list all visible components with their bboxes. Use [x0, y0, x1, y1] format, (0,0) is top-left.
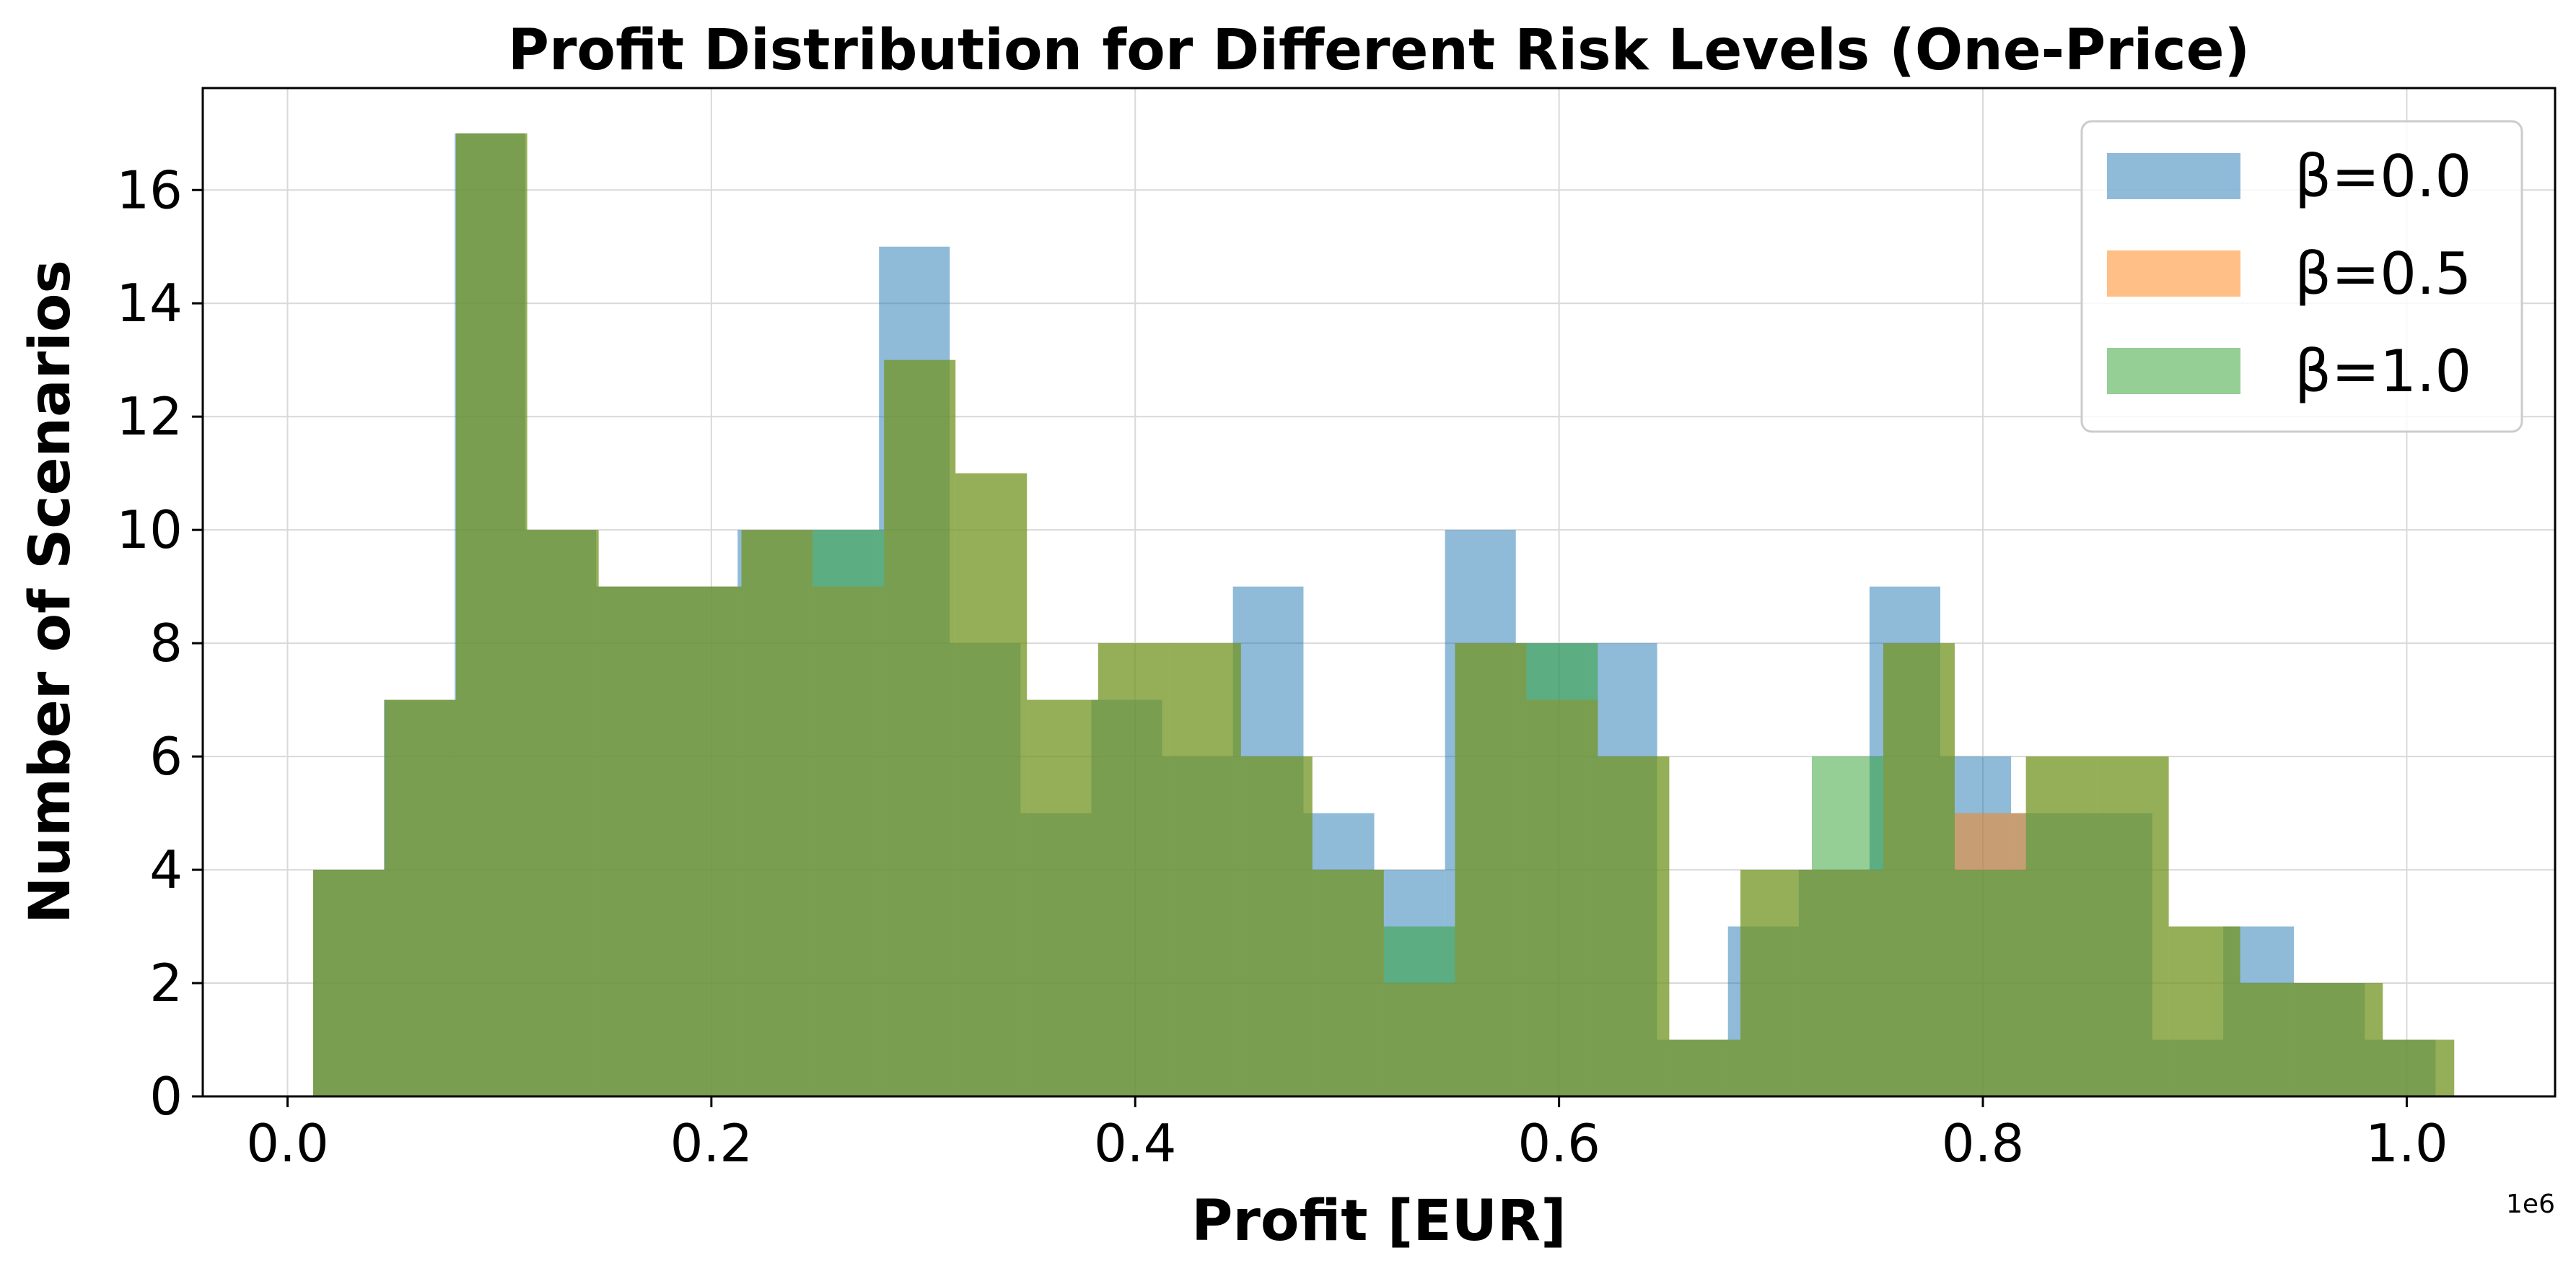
series-2-bar-26	[2168, 926, 2240, 1096]
series-2-bar-29	[2383, 1039, 2455, 1096]
x-tick-label-1: 0.2	[670, 1113, 753, 1174]
y-tick-label-6: 12	[116, 386, 183, 447]
legend-label-1: β=0.5	[2295, 240, 2471, 307]
series-2-bar-15	[1383, 926, 1455, 1096]
bars-layer	[313, 133, 2455, 1097]
series-2-bar-10	[1027, 699, 1098, 1096]
series-2-bar-14	[1312, 870, 1384, 1096]
legend: β=0.0 β=0.5 β=1.0	[2080, 120, 2523, 433]
series-2-bar-28	[2311, 983, 2383, 1096]
y-tick-label-8: 16	[116, 160, 183, 220]
x-tick-label-4: 0.8	[1942, 1113, 2025, 1174]
series-2-bar-13	[1240, 756, 1313, 1096]
series-2-bar-9	[955, 473, 1028, 1096]
series-2-bar-24	[2025, 756, 2098, 1096]
y-tick-label-3: 6	[149, 726, 183, 787]
series-2-bar-21	[1812, 756, 1883, 1096]
x-tick-label-2: 0.4	[1094, 1113, 1177, 1174]
legend-label-0: β=0.0	[2295, 143, 2471, 210]
y-tick-label-2: 4	[149, 839, 183, 900]
y-tick-label-0: 0	[149, 1066, 183, 1127]
y-tick-label-7: 14	[116, 273, 183, 333]
y-axis-ticks: 0 2 4 6 8 10 12 14 16	[116, 160, 203, 1127]
series-2-bar-22	[1883, 643, 1955, 1096]
series-2-bar-11	[1098, 643, 1170, 1096]
series-2-bar-18	[1598, 756, 1670, 1096]
series-2-bar-25	[2097, 756, 2169, 1096]
series-2-bar-27	[2240, 983, 2312, 1096]
series-2-bar-17	[1526, 643, 1598, 1096]
legend-swatch-2	[2107, 348, 2240, 394]
legend-swatch-1	[2107, 250, 2240, 297]
y-tick-label-1: 2	[149, 953, 183, 1013]
series-2-bar-12	[1169, 643, 1241, 1096]
series-2-bars	[313, 133, 2455, 1097]
series-2-bar-5	[670, 586, 742, 1096]
series-2-bar-0	[313, 870, 385, 1096]
x-axis-ticks: 0.0 0.2 0.4 0.6 0.8 1.0	[246, 1096, 2448, 1174]
legend-label-2: β=1.0	[2295, 338, 2471, 405]
y-tick-label-5: 10	[116, 499, 183, 560]
series-2-bar-19	[1669, 1039, 1741, 1096]
x-tick-label-0: 0.0	[246, 1113, 329, 1174]
plot-frame	[201, 87, 2557, 1098]
y-tick-label-4: 8	[149, 613, 183, 673]
x-tick-label-5: 1.0	[2365, 1113, 2448, 1174]
x-axis-offset-label: 1e6	[2506, 1189, 2555, 1219]
series-2-bar-20	[1740, 870, 1813, 1096]
legend-swatch-0	[2107, 153, 2240, 199]
series-2-bar-7	[812, 530, 885, 1096]
series-2-bar-23	[1954, 870, 2026, 1096]
series-2-bar-2	[455, 133, 527, 1097]
chart-title: Profit Distribution for Different Risk L…	[508, 18, 2250, 83]
y-axis-label: Number of Scenarios	[18, 260, 83, 924]
x-axis-label: Profit [EUR]	[1191, 1189, 1566, 1254]
x-tick-label-3: 0.6	[1517, 1113, 1600, 1174]
series-2-bar-4	[598, 586, 670, 1096]
series-2-bar-6	[741, 530, 813, 1096]
series-2-bar-1	[384, 699, 456, 1096]
series-2-bar-16	[1455, 643, 1527, 1096]
series-2-bar-8	[884, 359, 956, 1096]
series-2-bar-3	[527, 530, 599, 1096]
